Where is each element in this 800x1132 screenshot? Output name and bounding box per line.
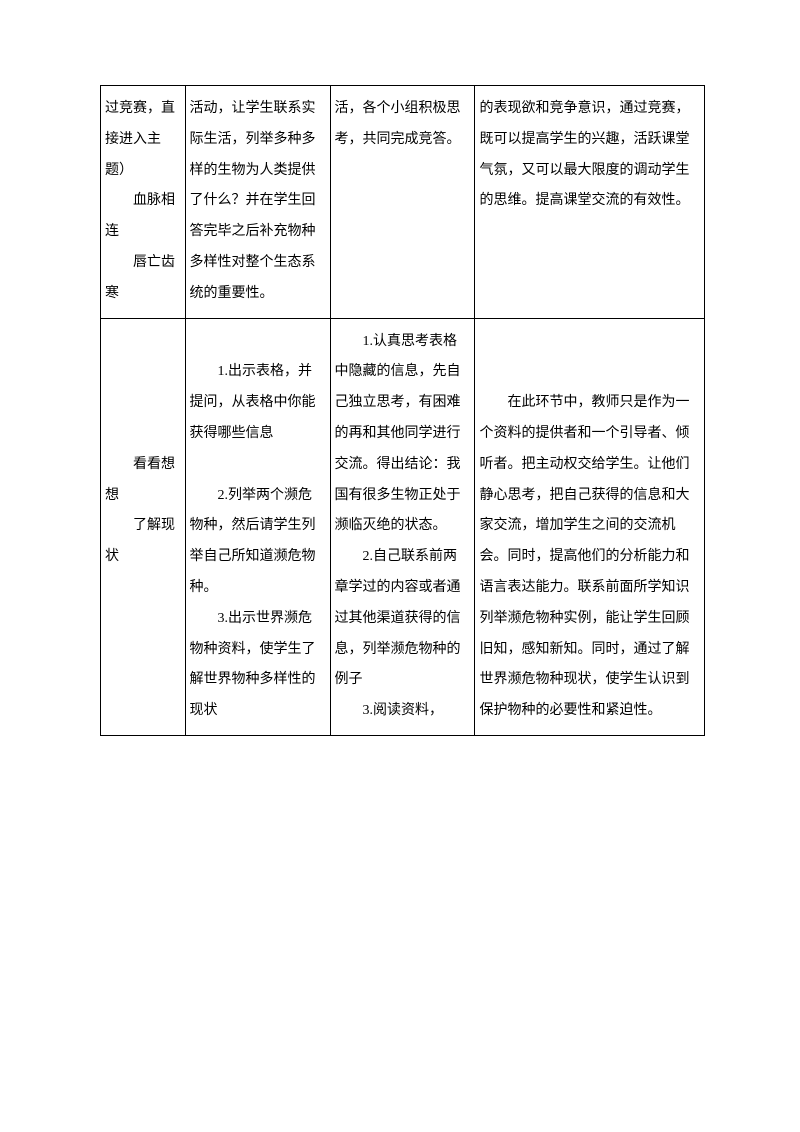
para: 的表现欲和竞争意识，通过竞赛，既可以提高学生的兴趣，活跃课堂气氛，又可以最大限度… [479, 94, 700, 217]
table-row: 过竞赛，直接进入主题） 血脉相连 唇亡齿寒 活动，让学生联系实际生活，列举多种多… [101, 86, 705, 319]
cell-r0-c0: 过竞赛，直接进入主题） 血脉相连 唇亡齿寒 [101, 86, 186, 319]
cell-r0-c2: 活，各个小组积极思考，共同完成竞答。 [330, 86, 475, 319]
para [479, 357, 700, 388]
para: 看看想想 [105, 450, 181, 512]
para [190, 327, 326, 358]
para: 1.认真思考表格中隐藏的信息，先自己独立思考，有困难的再和其他同学进行交流。得出… [335, 327, 471, 543]
cell-r0-c3: 的表现欲和竞争意识，通过竞赛，既可以提高学生的兴趣，活跃课堂气氛，又可以最大限度… [475, 86, 705, 319]
cell-r1-c2: 1.认真思考表格中隐藏的信息，先自己独立思考，有困难的再和其他同学进行交流。得出… [330, 318, 475, 735]
para: 唇亡齿寒 [105, 248, 181, 310]
cell-r0-c1: 活动，让学生联系实际生活，列举多种多样的生物为人类提供了什么？并在学生回答完毕之… [185, 86, 330, 319]
table-row: 看看想想 了解现状 1.出示表格，并提问，从表格中你能获得哪些信息 2.列举两个… [101, 318, 705, 735]
para: 活，各个小组积极思考，共同完成竞答。 [335, 94, 471, 156]
para: 3.阅读资料， [335, 696, 471, 727]
para: 血脉相连 [105, 186, 181, 248]
cell-r1-c3: 在此环节中，教师只是作为一个资料的提供者和一个引导者、倾听者。把主动权交给学生。… [475, 318, 705, 735]
lesson-plan-table: 过竞赛，直接进入主题） 血脉相连 唇亡齿寒 活动，让学生联系实际生活，列举多种多… [100, 85, 705, 736]
para [479, 327, 700, 358]
para [190, 450, 326, 481]
cell-r1-c0: 看看想想 了解现状 [101, 318, 186, 735]
para [105, 357, 181, 388]
para: 1.出示表格，并提问，从表格中你能获得哪些信息 [190, 357, 326, 449]
table-body: 过竞赛，直接进入主题） 血脉相连 唇亡齿寒 活动，让学生联系实际生活，列举多种多… [101, 86, 705, 736]
para: 2.列举两个濒危物种，然后请学生列举自己所知道濒危物种。 [190, 481, 326, 604]
para [105, 419, 181, 450]
cell-r1-c1: 1.出示表格，并提问，从表格中你能获得哪些信息 2.列举两个濒危物种，然后请学生… [185, 318, 330, 735]
para [105, 388, 181, 419]
para: 过竞赛，直接进入主题） [105, 94, 181, 186]
para: 2.自己联系前两章学过的内容或者通过其他渠道获得的信息，列举濒危物种的例子 [335, 542, 471, 696]
para [105, 327, 181, 358]
para: 活动，让学生联系实际生活，列举多种多样的生物为人类提供了什么？并在学生回答完毕之… [190, 94, 326, 310]
para: 了解现状 [105, 511, 181, 573]
para: 在此环节中，教师只是作为一个资料的提供者和一个引导者、倾听者。把主动权交给学生。… [479, 388, 700, 727]
para: 3.出示世界濒危物种资料，使学生了解世界物种多样性的现状 [190, 604, 326, 727]
